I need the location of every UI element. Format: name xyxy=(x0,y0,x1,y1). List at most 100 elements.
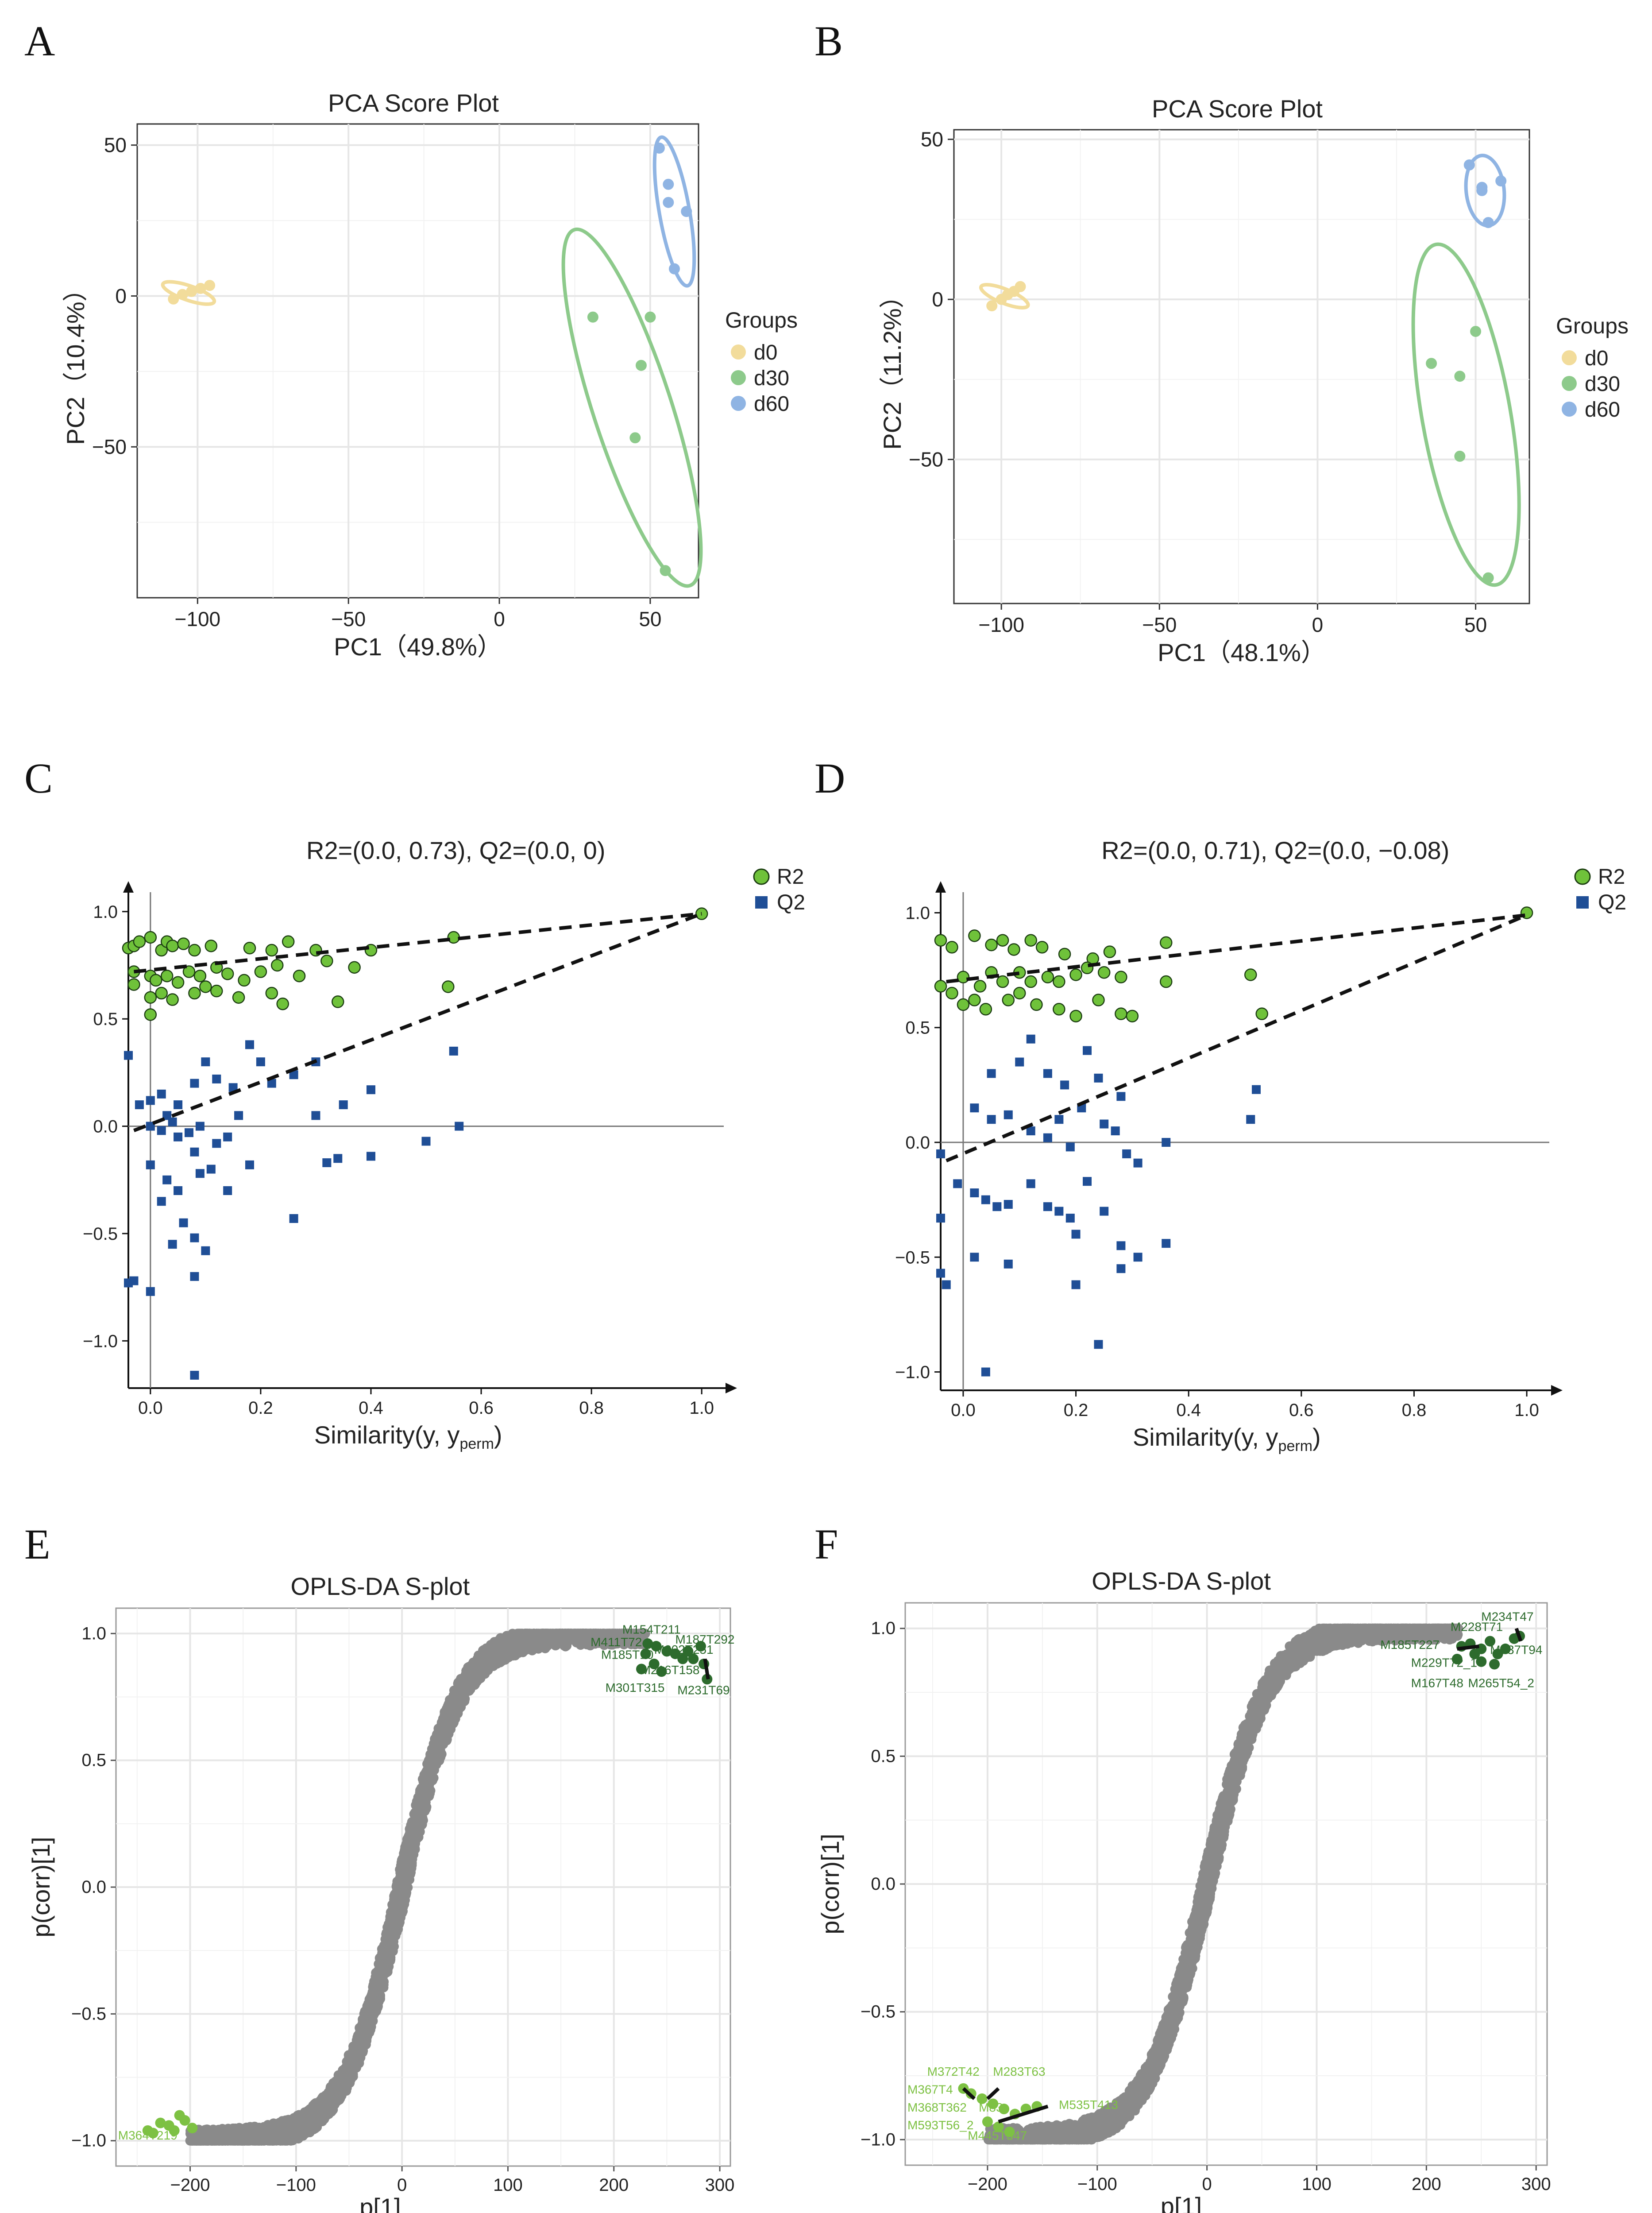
permutation-point-q2 xyxy=(190,1147,199,1157)
permutation-point-q2 xyxy=(1004,1110,1013,1119)
x-tick-label: 0.0 xyxy=(138,1398,163,1418)
x-tick-label: −100 xyxy=(978,613,1024,636)
permutation-point-r2 xyxy=(1069,1010,1082,1023)
splot-point xyxy=(409,1817,419,1827)
permutation-point-r2 xyxy=(166,993,179,1006)
score-point-d60 xyxy=(1463,159,1475,171)
permutation-point-q2 xyxy=(1060,1080,1069,1090)
permutation-point-r2 xyxy=(1024,934,1037,947)
permutation-point-q2 xyxy=(157,1197,166,1206)
y-tick-label: 0.0 xyxy=(93,1117,118,1137)
permutation-point-r2 xyxy=(150,974,162,987)
splot-point xyxy=(330,2084,340,2094)
score-point-d30 xyxy=(1482,572,1494,584)
permutation-point-q2 xyxy=(936,1269,945,1278)
score-point-d30 xyxy=(635,360,647,371)
y-axis-arrow xyxy=(935,881,946,893)
splot-point xyxy=(397,1894,407,1904)
legend-marker-r2 xyxy=(753,868,770,885)
annotation-leader xyxy=(703,1658,710,1679)
x-tick-label: 300 xyxy=(705,2175,735,2195)
permutation-point-r2 xyxy=(957,971,970,983)
point-annotation: M411T72 xyxy=(591,1635,642,1649)
regression-line-r2 xyxy=(946,913,1527,984)
splot-point xyxy=(424,1791,434,1801)
permutation-point-q2 xyxy=(245,1160,254,1169)
splot-point xyxy=(481,1664,491,1675)
permutation-point-q2 xyxy=(970,1188,979,1198)
permutation-point-r2 xyxy=(1041,971,1054,983)
permutation-point-q2 xyxy=(228,1083,238,1092)
x-axis-label: Similarity(y, yperm) xyxy=(1133,1423,1321,1455)
splot-point xyxy=(475,1671,486,1681)
x-tick-label: 50 xyxy=(1464,613,1487,636)
permutation-point-q2 xyxy=(1133,1158,1143,1168)
x-tick-label: 200 xyxy=(1412,2174,1441,2194)
splot-point xyxy=(389,1931,399,1942)
x-tick-label: −50 xyxy=(331,607,366,631)
permutation-point-r2 xyxy=(946,941,958,954)
permutation-point-r2 xyxy=(210,984,223,998)
permutation-point-r2 xyxy=(160,969,174,983)
permutation-point-q2 xyxy=(146,1160,155,1169)
legend-label-d60: d60 xyxy=(1585,398,1620,422)
splot-point xyxy=(329,2099,340,2109)
splot-point xyxy=(479,1645,489,1656)
highlight-point xyxy=(648,1659,660,1669)
legend-label-r2: R2 xyxy=(777,865,804,889)
splot-point xyxy=(513,1648,524,1658)
panel-letter-e: E xyxy=(24,1520,50,1568)
permutation-point-q2 xyxy=(146,1287,155,1296)
plot-title: R2=(0.0, 0.73), Q2=(0.0, 0) xyxy=(306,836,605,864)
panel-d: D0.0 0.2 0.4 0.6 0.8 1.0−1.0−0.50.00.51.0R2=(… xyxy=(814,754,1626,1455)
point-annotation: M187T292 xyxy=(675,1633,735,1646)
permutation-point-q2 xyxy=(1111,1126,1120,1136)
permutation-point-r2 xyxy=(127,978,140,991)
permutation-point-r2 xyxy=(265,987,278,1000)
permutation-point-q2 xyxy=(1026,1126,1035,1136)
permutation-point-q2 xyxy=(190,1079,199,1088)
permutation-point-r2 xyxy=(265,944,278,957)
y-tick-label: −0.5 xyxy=(861,2002,895,2022)
splot-point xyxy=(496,1656,506,1667)
permutation-point-q2 xyxy=(195,1122,205,1131)
x-axis-label-sub: perm xyxy=(459,1435,494,1452)
point-annotation: M154T211 xyxy=(622,1622,681,1636)
highlight-point xyxy=(677,1653,688,1664)
permutation-point-q2 xyxy=(174,1186,183,1195)
plot-frame xyxy=(136,123,699,599)
regression-line-r2 xyxy=(134,912,702,974)
permutation-point-q2 xyxy=(212,1139,221,1148)
permutation-point-q2 xyxy=(190,1272,199,1281)
splot-point xyxy=(403,1838,413,1849)
score-point-d60 xyxy=(681,206,692,217)
splot-point xyxy=(232,2136,243,2146)
splot-point xyxy=(391,1917,401,1927)
permutation-point-r2 xyxy=(957,998,970,1011)
x-axis-label-close: ) xyxy=(494,1421,502,1449)
panel-e: E−200 −100 0 100 200 300−1.0−0.50.00.51.0 M154… xyxy=(24,1520,734,2213)
permutation-point-q2 xyxy=(455,1122,464,1131)
splot-point xyxy=(450,1714,460,1724)
splot-point xyxy=(455,1685,465,1695)
score-point-d60 xyxy=(663,178,674,190)
splot-point xyxy=(564,1631,574,1641)
y-tick-label: 50 xyxy=(104,134,127,157)
permutation-point-q2 xyxy=(223,1132,232,1141)
panel-c: C0.0 0.2 0.4 0.6 0.8 1.0−1.0−0.50.00.51.0R2=(… xyxy=(24,754,805,1452)
splot-point xyxy=(289,2119,299,2129)
x-tick-label: 200 xyxy=(599,2175,629,2195)
score-point-d30 xyxy=(1426,358,1437,369)
splot-point xyxy=(349,2046,359,2056)
x-tick-label: 0 xyxy=(1202,2174,1212,2194)
splot-point-cloud xyxy=(185,1629,651,2146)
permutation-point-q2 xyxy=(1083,1177,1092,1186)
permutation-point-r2 xyxy=(144,931,157,944)
permutation-point-q2 xyxy=(311,1111,320,1120)
x-tick-label: 1.0 xyxy=(689,1398,714,1418)
splot-point xyxy=(314,2116,324,2127)
permutation-point-r2 xyxy=(193,969,207,983)
